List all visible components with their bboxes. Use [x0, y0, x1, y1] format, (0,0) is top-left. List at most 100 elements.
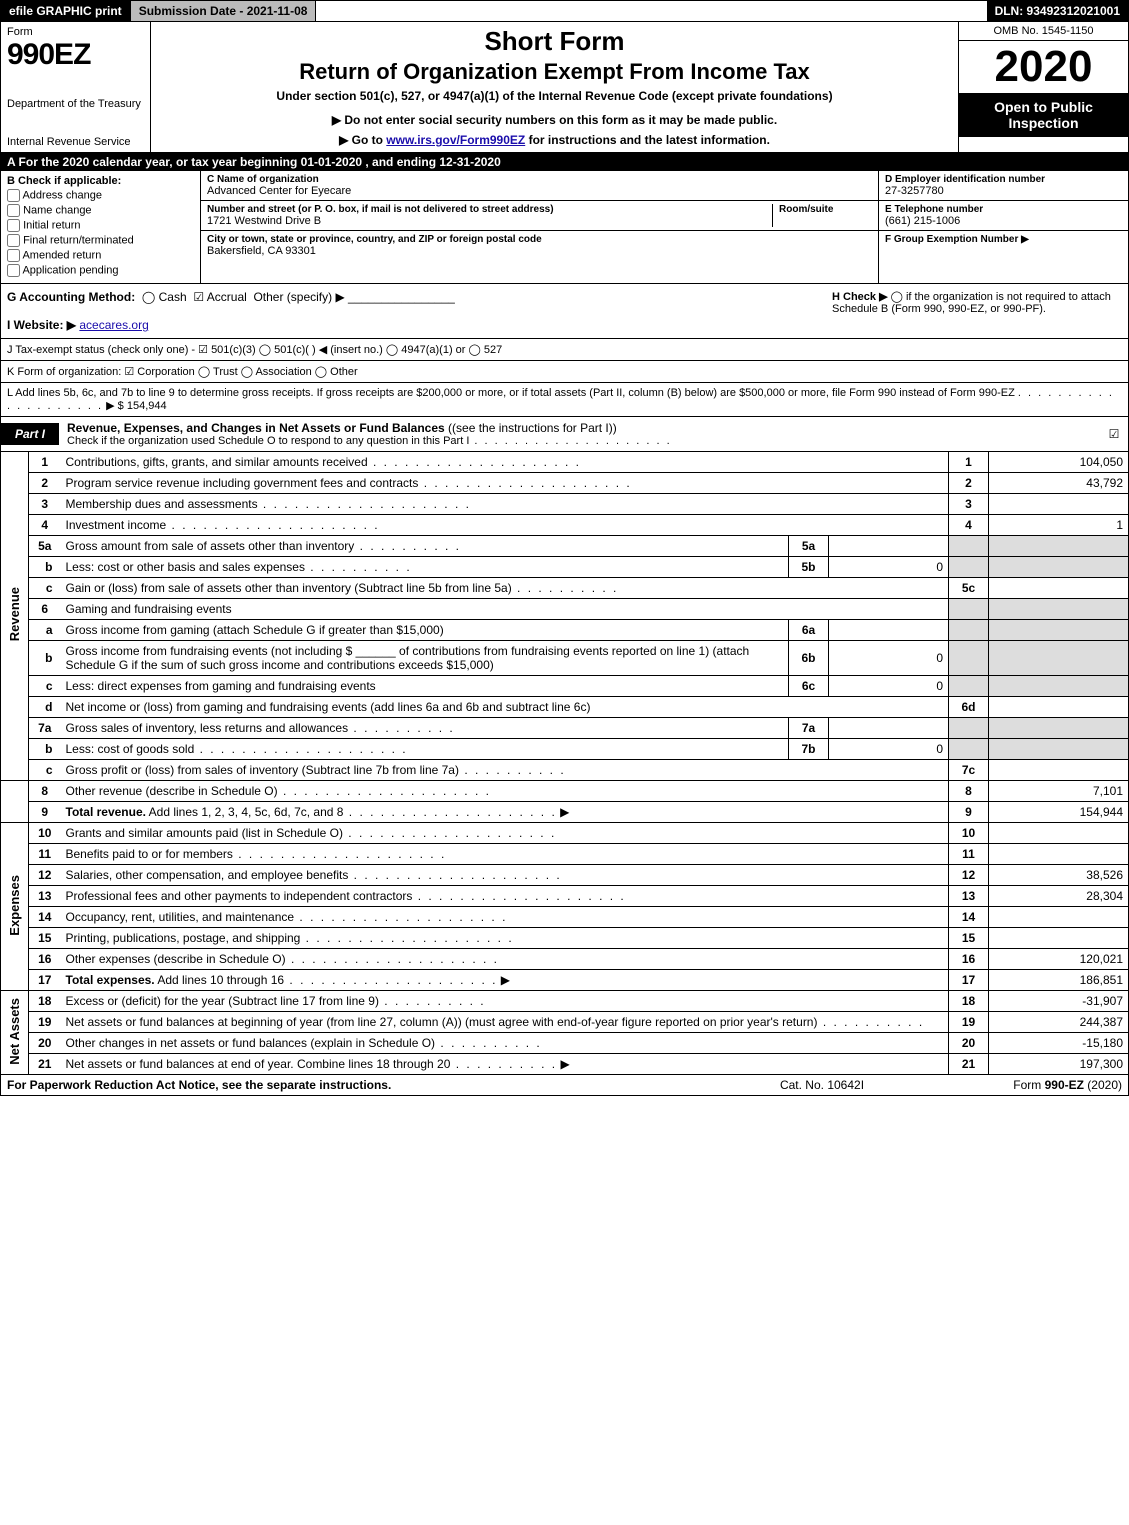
l17-num: 17: [29, 970, 61, 991]
l8-val: 7,101: [989, 781, 1129, 802]
l7a-num: 7a: [29, 718, 61, 739]
l7a-boxval: [829, 718, 949, 739]
l11-rnum: 11: [949, 844, 989, 865]
chk-name-change[interactable]: Name change: [7, 204, 194, 217]
l7c-num: c: [29, 760, 61, 781]
phone: (661) 215-1006: [885, 215, 960, 227]
l18-desc: Excess or (deficit) for the year (Subtra…: [66, 994, 379, 1008]
chk-application-pending[interactable]: Application pending: [7, 264, 194, 277]
l5a-dots: [354, 539, 461, 553]
l5c-val: [989, 578, 1129, 599]
g-accrual[interactable]: Accrual: [207, 290, 247, 304]
l20-val: -15,180: [989, 1033, 1129, 1054]
l1-num: 1: [29, 452, 61, 473]
line-k: K Form of organization: ☑ Corporation ◯ …: [0, 361, 1129, 383]
l8-rnum: 8: [949, 781, 989, 802]
chk-final-return-label: Final return/terminated: [23, 234, 134, 246]
l5a-boxval: [829, 536, 949, 557]
l13-num: 13: [29, 886, 61, 907]
l21-val: 197,300: [989, 1054, 1129, 1075]
revenue-vlabel-2: [1, 781, 29, 823]
l4-num: 4: [29, 515, 61, 536]
netassets-vtext: Net Assets: [7, 998, 22, 1065]
l20-num: 20: [29, 1033, 61, 1054]
irs-link[interactable]: www.irs.gov/Form990EZ: [386, 133, 525, 147]
omb-number: OMB No. 1545-1150: [959, 22, 1128, 41]
part-1-check[interactable]: ☑: [1100, 427, 1128, 441]
room-label: Room/suite: [779, 204, 872, 215]
form-word: Form: [7, 26, 144, 38]
l6c-num: c: [29, 676, 61, 697]
efile-print-label[interactable]: efile GRAPHIC print: [1, 1, 131, 21]
l1-dots: [368, 455, 581, 469]
l19-desc: Net assets or fund balances at beginning…: [66, 1015, 818, 1029]
l18-val: -31,907: [989, 991, 1129, 1012]
l7c-dots: [459, 763, 566, 777]
form-ref-form: 990-EZ: [1045, 1078, 1084, 1092]
l6b-num: b: [29, 641, 61, 676]
l12-val: 38,526: [989, 865, 1129, 886]
b-label: B Check if applicable:: [7, 175, 121, 187]
line-l-text: L Add lines 5b, 6c, and 7b to line 9 to …: [7, 387, 1015, 399]
section-def: D Employer identification number 27-3257…: [878, 171, 1128, 283]
website-link[interactable]: acecares.org: [79, 318, 148, 332]
l7b-vgray: [989, 739, 1129, 760]
l3-num: 3: [29, 494, 61, 515]
l5b-dots: [305, 560, 412, 574]
l2-rnum: 2: [949, 473, 989, 494]
g-other[interactable]: Other (specify) ▶: [253, 290, 344, 304]
l21-desc: Net assets or fund balances at end of ye…: [66, 1057, 451, 1071]
netassets-table: Net Assets 18 Excess or (deficit) for th…: [0, 991, 1129, 1075]
org-address: 1721 Westwind Drive B: [207, 215, 321, 227]
l14-desc: Occupancy, rent, utilities, and maintena…: [66, 910, 295, 924]
chk-final-return[interactable]: Final return/terminated: [7, 234, 194, 247]
form-ref-post: (2020): [1084, 1078, 1122, 1092]
l6b-desc1: Gross income from fundraising events (no…: [66, 644, 353, 658]
part-1-dots: [469, 435, 671, 447]
l3-dots: [258, 497, 471, 511]
ein: 27-3257780: [885, 185, 944, 197]
l6-vgray: [989, 599, 1129, 620]
l5b-boxval: 0: [829, 557, 949, 578]
l20-dots: [435, 1036, 542, 1050]
goto-post: for instructions and the latest informat…: [529, 133, 770, 147]
g-cash[interactable]: Cash: [159, 290, 187, 304]
l6a-desc: Gross income from gaming (attach Schedul…: [66, 623, 444, 637]
form-header-left: Form 990EZ Department of the Treasury In…: [1, 22, 151, 152]
l6c-desc: Less: direct expenses from gaming and fu…: [66, 679, 376, 693]
e-label: E Telephone number: [885, 204, 1122, 215]
section-b: B Check if applicable: Address change Na…: [1, 171, 201, 283]
l12-num: 12: [29, 865, 61, 886]
line-l-arrow: ▶ $: [106, 400, 124, 412]
chk-initial-return[interactable]: Initial return: [7, 219, 194, 232]
chk-amended-return[interactable]: Amended return: [7, 249, 194, 262]
l6c-rgray: [949, 676, 989, 697]
l3-val: [989, 494, 1129, 515]
gross-receipts: 154,944: [127, 400, 167, 412]
l1-val: 104,050: [989, 452, 1129, 473]
l4-dots: [166, 518, 379, 532]
l2-num: 2: [29, 473, 61, 494]
l14-dots: [294, 910, 507, 924]
cat-no: Cat. No. 10642I: [722, 1078, 922, 1092]
f-label: F Group Exemption Number ▶: [885, 234, 1122, 245]
l6b-boxval: 0: [829, 641, 949, 676]
l6a-rgray: [949, 620, 989, 641]
l5a-num: 5a: [29, 536, 61, 557]
page-footer: For Paperwork Reduction Act Notice, see …: [0, 1075, 1129, 1096]
l13-desc: Professional fees and other payments to …: [66, 889, 413, 903]
l16-num: 16: [29, 949, 61, 970]
l1-rnum: 1: [949, 452, 989, 473]
l9-dots: [343, 805, 556, 819]
section-ghi: G Accounting Method: ◯ Cash ☑ Accrual Ot…: [0, 284, 1129, 339]
l17-bold: Total expenses.: [66, 973, 155, 987]
l16-dots: [286, 952, 499, 966]
chk-address-change[interactable]: Address change: [7, 189, 194, 202]
l9-rnum: 9: [949, 802, 989, 823]
l6b-rgray: [949, 641, 989, 676]
l7a-box: 7a: [789, 718, 829, 739]
l8-num: 8: [29, 781, 61, 802]
line-g: G Accounting Method: ◯ Cash ☑ Accrual Ot…: [7, 290, 822, 304]
l5b-rgray: [949, 557, 989, 578]
tax-year: 2020: [959, 41, 1128, 93]
